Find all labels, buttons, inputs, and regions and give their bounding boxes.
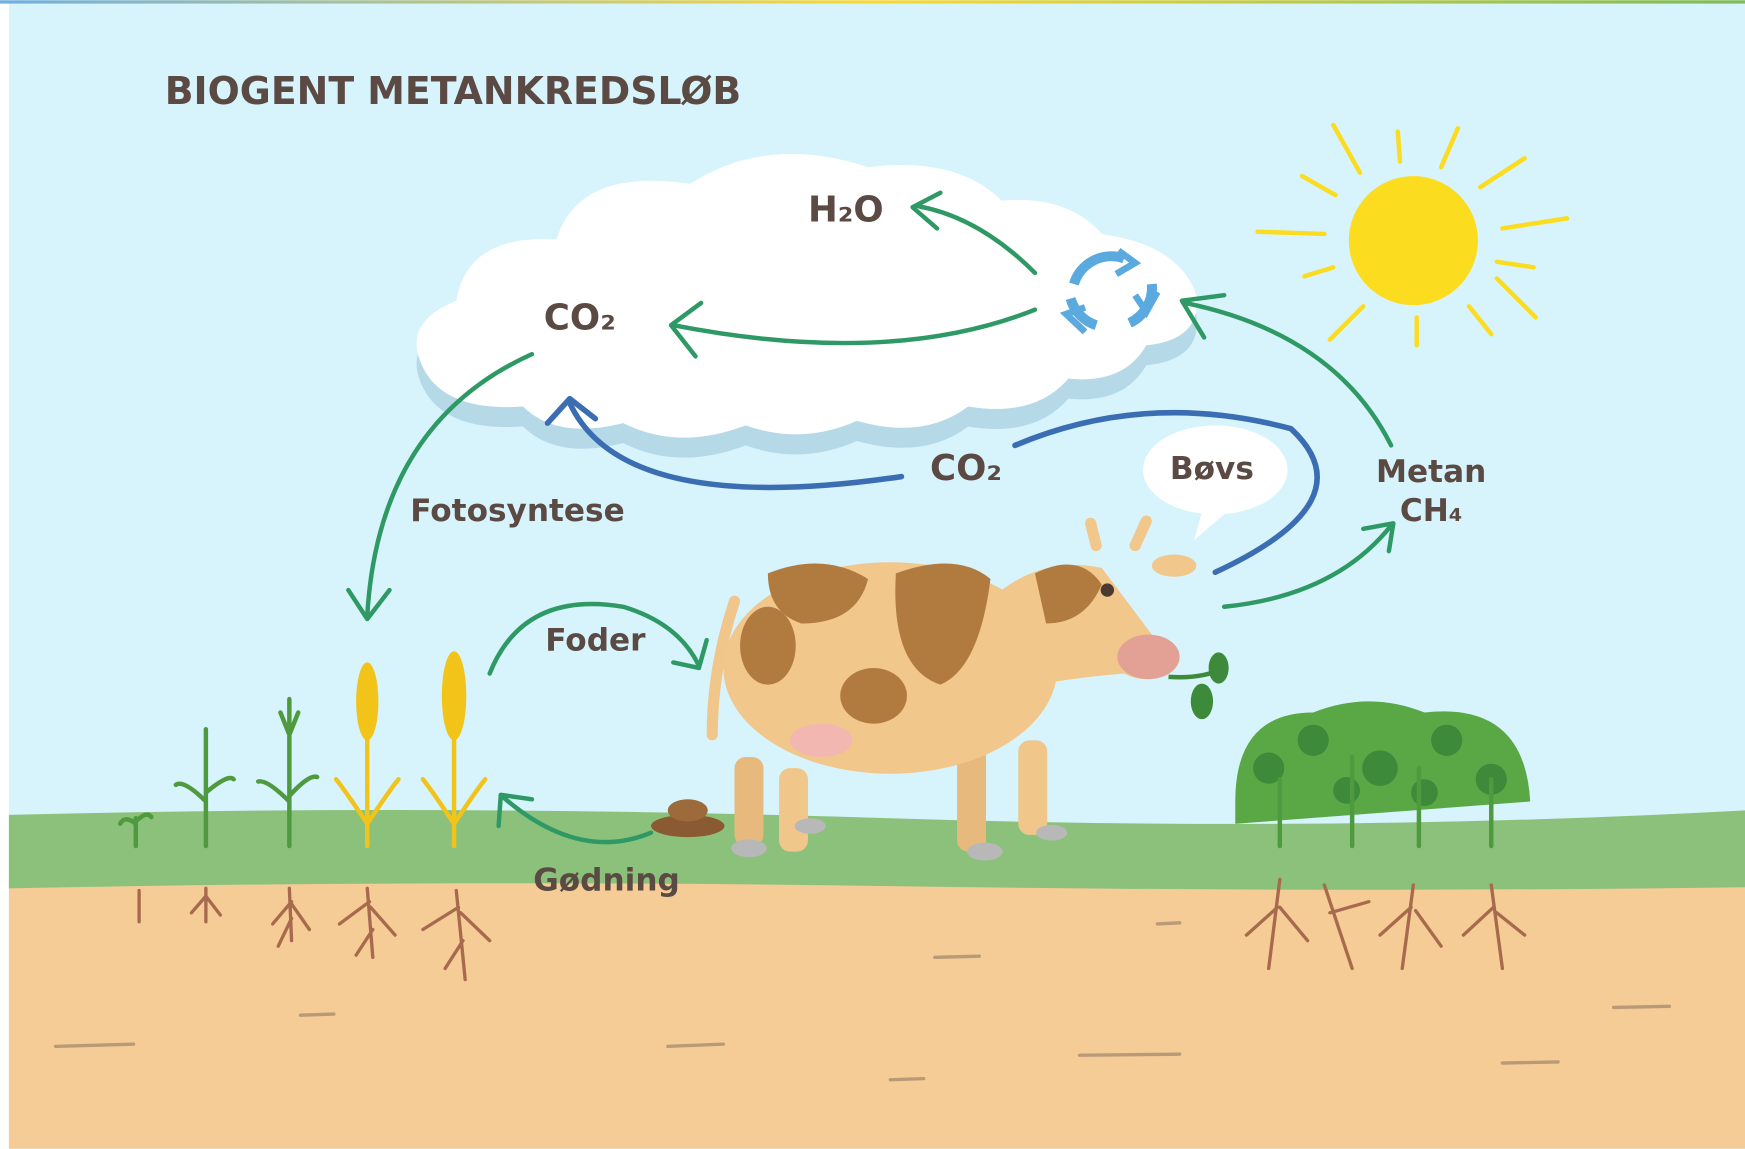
co2-cow-label: CO₂ — [930, 448, 1002, 489]
title: BIOGENT METANKREDSLØB — [165, 69, 742, 113]
soil — [9, 879, 1745, 1148]
page: BIOGENT METANKREDSLØB H₂O CO₂ CO₂ Bøvs M… — [0, 0, 1745, 1149]
dung-top — [668, 799, 708, 821]
ch4-label: CH₄ — [1400, 493, 1463, 529]
co2-cloud-label: CO₂ — [544, 298, 616, 339]
foder-label: Foder — [545, 622, 646, 658]
bovs-label: Bøvs — [1170, 451, 1254, 487]
h2o-label: H₂O — [808, 190, 884, 231]
grass — [9, 810, 1745, 890]
fotosyntese-label: Fotosyntese — [410, 493, 624, 529]
illustration: BIOGENT METANKREDSLØB H₂O CO₂ CO₂ Bøvs M… — [0, 0, 1745, 1149]
godning-label: Gødning — [533, 863, 680, 899]
top-bar — [0, 0, 1745, 3]
metan-label: Metan — [1376, 454, 1486, 490]
